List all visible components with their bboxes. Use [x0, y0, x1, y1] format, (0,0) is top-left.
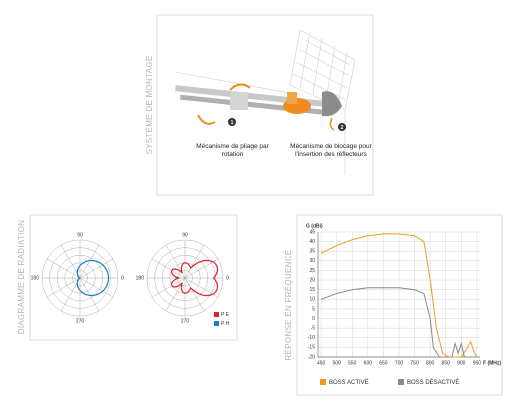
y-tick-label: -15	[308, 345, 315, 351]
polar-spoke	[184, 277, 205, 312]
y-tick-label: 10	[309, 297, 315, 303]
angle-label: 0	[121, 275, 124, 281]
callout-label: Mécanisme de blocage pour l'insertion de…	[290, 143, 372, 158]
polar-spoke	[46, 258, 81, 279]
x-tick-label: 700	[395, 360, 404, 366]
angle-label: 270	[76, 318, 85, 324]
polar-spoke	[151, 258, 186, 279]
x-tick-label: 550	[348, 360, 357, 366]
polar-spoke	[79, 277, 114, 298]
legend-swatch	[214, 312, 219, 317]
y-tick-label: 25	[309, 268, 315, 274]
y-tick-label: 45	[309, 229, 315, 235]
polar-spoke	[79, 244, 100, 279]
legend-swatch	[320, 379, 326, 385]
series-line	[320, 287, 468, 358]
angle-label: 180	[31, 275, 40, 281]
radiation-panel	[29, 214, 238, 341]
x-axis-label: F (MHz)	[483, 360, 501, 366]
x-tick-label: 500	[333, 360, 342, 366]
callout-label: Mécanisme de pliage par rotation	[196, 143, 269, 158]
radiation-pattern	[170, 259, 219, 297]
x-tick-label: 900	[457, 360, 466, 366]
angle-label: 90	[77, 232, 83, 238]
angle-label: 270	[181, 318, 190, 324]
polar-spoke	[46, 277, 81, 298]
legend-label: BOSS DÉSACTIVÉ	[407, 379, 459, 386]
y-axis-label: G (dBi)	[306, 223, 323, 229]
y-tick-label: 40	[309, 239, 315, 245]
x-tick-label: 650	[379, 360, 388, 366]
radiation-pattern	[76, 259, 110, 297]
y-tick-label: 15	[309, 287, 315, 293]
frequency-panel	[296, 214, 503, 396]
series-line	[320, 233, 478, 358]
polar-spoke	[151, 277, 186, 298]
antenna-illustration	[174, 29, 356, 175]
angle-label: 0	[226, 275, 229, 281]
angle-label: 180	[136, 275, 145, 281]
frequency-title: RÉPONSE EN FRÉQUENCE	[284, 250, 293, 361]
callout-number: 1	[231, 120, 234, 126]
legend-swatch	[398, 379, 404, 385]
y-tick-label: 0	[312, 316, 315, 322]
legend-label: P E	[221, 312, 230, 318]
x-tick-label: 750	[410, 360, 419, 366]
mounting-title: SYSTÈME DE MONTAGE	[145, 55, 154, 154]
y-tick-label: -5	[311, 325, 316, 331]
polar-plots: 90 270 0 180 90 270 0 180	[31, 232, 229, 324]
polar-spoke	[184, 244, 205, 279]
x-tick-label: 450	[317, 360, 326, 366]
legend-label: BOSS ACTIVÉ	[329, 379, 369, 386]
legend-label: P H	[221, 321, 230, 327]
y-tick-label: 35	[309, 249, 315, 255]
x-tick-label: 800	[426, 360, 435, 366]
x-tick-label: 600	[364, 360, 373, 366]
x-tick-label: 950	[473, 360, 482, 366]
polar-spoke	[79, 277, 100, 312]
callout-number: 2	[341, 125, 344, 131]
legend-swatch	[214, 321, 219, 326]
y-tick-label: -10	[308, 335, 315, 341]
radiation-title: DIAGRAMME DE RADIATION	[17, 220, 26, 334]
y-tick-label: 5	[312, 306, 315, 312]
x-tick-label: 850	[442, 360, 451, 366]
y-tick-label: 20	[309, 277, 315, 283]
y-tick-label: 30	[309, 258, 315, 264]
angle-label: 90	[182, 232, 188, 238]
polar-spoke	[79, 258, 114, 279]
y-tick-label: -20	[308, 354, 315, 360]
